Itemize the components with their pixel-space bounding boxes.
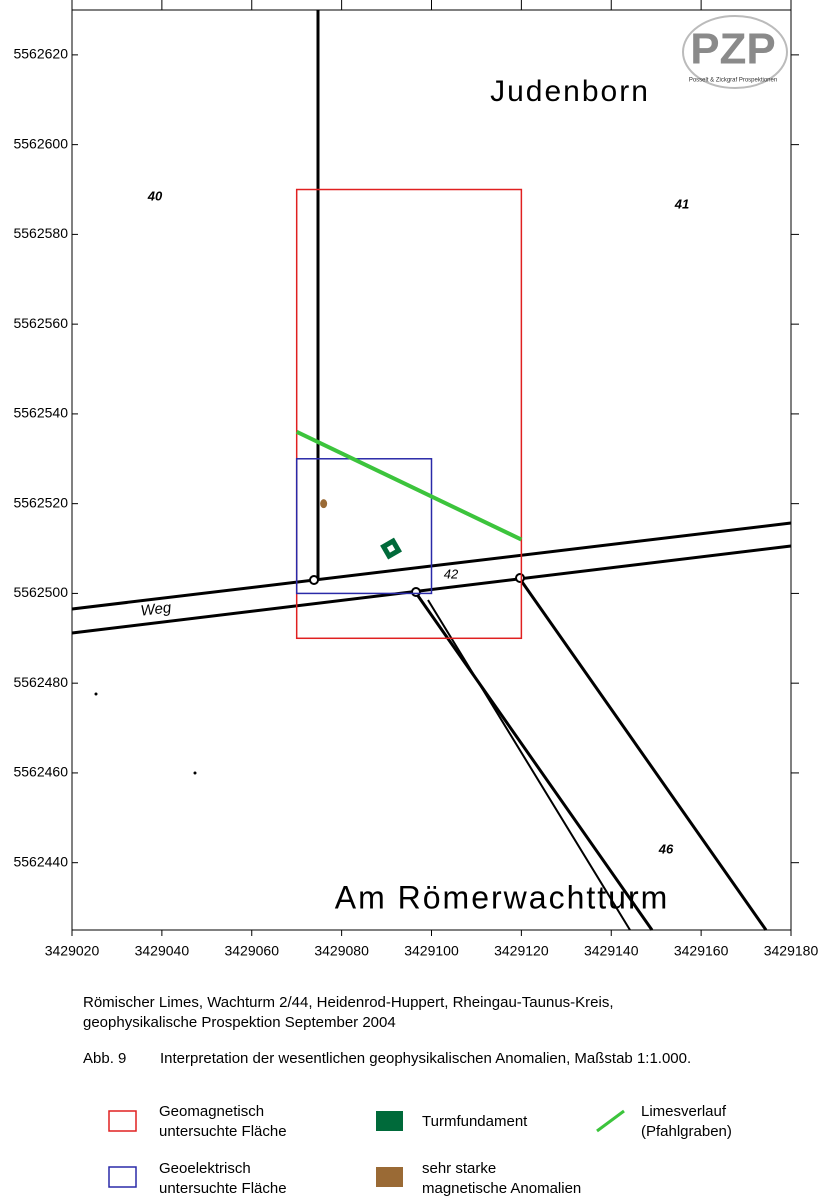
map-label: Weg [140,599,173,620]
y-tick-label: 5562560 [13,315,68,331]
logo-subtitle: Posselt & Zickgraf Prospektionen [689,78,777,84]
y-tick-label: 5562580 [13,225,68,241]
x-tick-label: 3429020 [45,943,100,959]
map-label: 40 [147,188,163,203]
y-tick-label: 5562620 [13,46,68,62]
legend-label: magnetische Anomalien [422,1180,581,1197]
legend-label: Turmfundament [422,1113,528,1130]
map-label: 41 [674,196,689,211]
caption: geophysikalische Prospektion September 2… [83,1014,396,1031]
geomagnetic-area [295,188,523,640]
legend-swatch [376,1167,403,1187]
x-tick-label: 3429120 [494,943,549,959]
map-label: 42 [444,566,459,581]
legend-swatch [596,1109,625,1133]
legend-label: Limesverlauf [641,1103,727,1120]
limes-line [295,430,523,542]
legend-swatch [108,1166,137,1188]
y-tick-label: 5562500 [13,584,68,600]
legend: Geomagnetisch untersuchte Fläche Turmfun… [108,1103,732,1197]
y-tick-label: 5562480 [13,674,68,690]
x-tick-label: 3429140 [584,943,639,959]
y-tick-label: 5562460 [13,764,68,780]
place-name: Judenborn [490,75,650,108]
caption: Römischer Limes, Wachturm 2/44, Heidenro… [83,994,614,1011]
legend-label: Geoelektrisch [159,1160,251,1177]
map-label: 46 [658,841,674,856]
x-tick-label: 3429060 [224,943,279,959]
legend-label: untersuchte Fläche [159,1123,287,1140]
tower-core [386,544,396,553]
y-tick-label: 5562540 [13,405,68,421]
x-tick-label: 3429080 [314,943,369,959]
figure-number: Abb. 9 [83,1050,126,1067]
legend-swatch [376,1111,403,1131]
x-tick-label: 3429040 [135,943,190,959]
y-tick-label: 5562520 [13,494,68,510]
figure-text: Interpretation der wesentlichen geophysi… [160,1050,691,1067]
logo: PZP Posselt & Zickgraf Prospektionen [682,15,788,89]
geoelectric-area [295,458,433,595]
legend-label: (Pfahlgraben) [641,1123,732,1140]
anomaly [320,499,328,509]
x-tick-label: 3429100 [404,943,459,959]
logo-letters: PZP [690,25,776,74]
y-tick-label: 5562600 [13,135,68,151]
y-tick-label: 5562440 [13,853,68,869]
legend-label: sehr starke [422,1160,496,1177]
legend-label: untersuchte Fläche [159,1180,287,1197]
legend-label: Geomagnetisch [159,1103,264,1120]
place-name: Am Römerwachtturm [335,879,670,915]
x-tick-label: 3429160 [674,943,729,959]
x-tick-label: 3429180 [764,943,819,959]
legend-swatch [108,1110,137,1132]
